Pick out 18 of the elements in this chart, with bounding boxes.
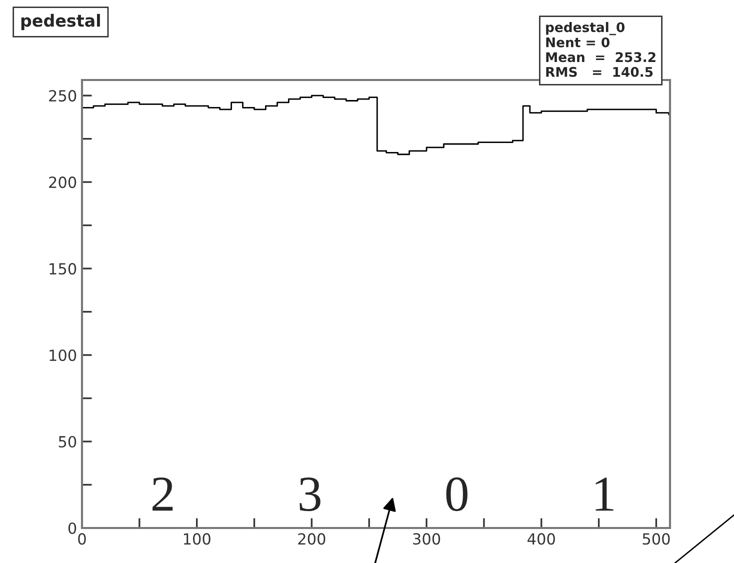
annotation: 1 <box>596 478 614 511</box>
y-tick-label: 100 <box>50 349 76 362</box>
x-tick-label: 0 <box>78 533 86 545</box>
x-tick-label: 400 <box>528 533 555 545</box>
y-tick-label: 250 <box>49 90 76 102</box>
chart-title: pedestal <box>21 14 100 30</box>
x-tick-label: 200 <box>298 533 326 545</box>
annotation: 2 <box>152 478 173 511</box>
annotation: 3 <box>300 478 320 512</box>
y-tick-label: 0 <box>68 522 76 534</box>
y-tick-label: 150 <box>50 263 76 275</box>
x-tick-label: 300 <box>413 533 440 545</box>
annotation: 0 <box>446 477 468 512</box>
x-tick-label: 500 <box>642 533 670 545</box>
x-tick-label: 100 <box>184 533 210 545</box>
y-tick-label: 50 <box>58 436 76 448</box>
y-tick-label: 200 <box>49 176 76 188</box>
text: pedestal_0 Nent = 0 Mean = 253.2 RMS = 140.5 <box>546 22 656 77</box>
